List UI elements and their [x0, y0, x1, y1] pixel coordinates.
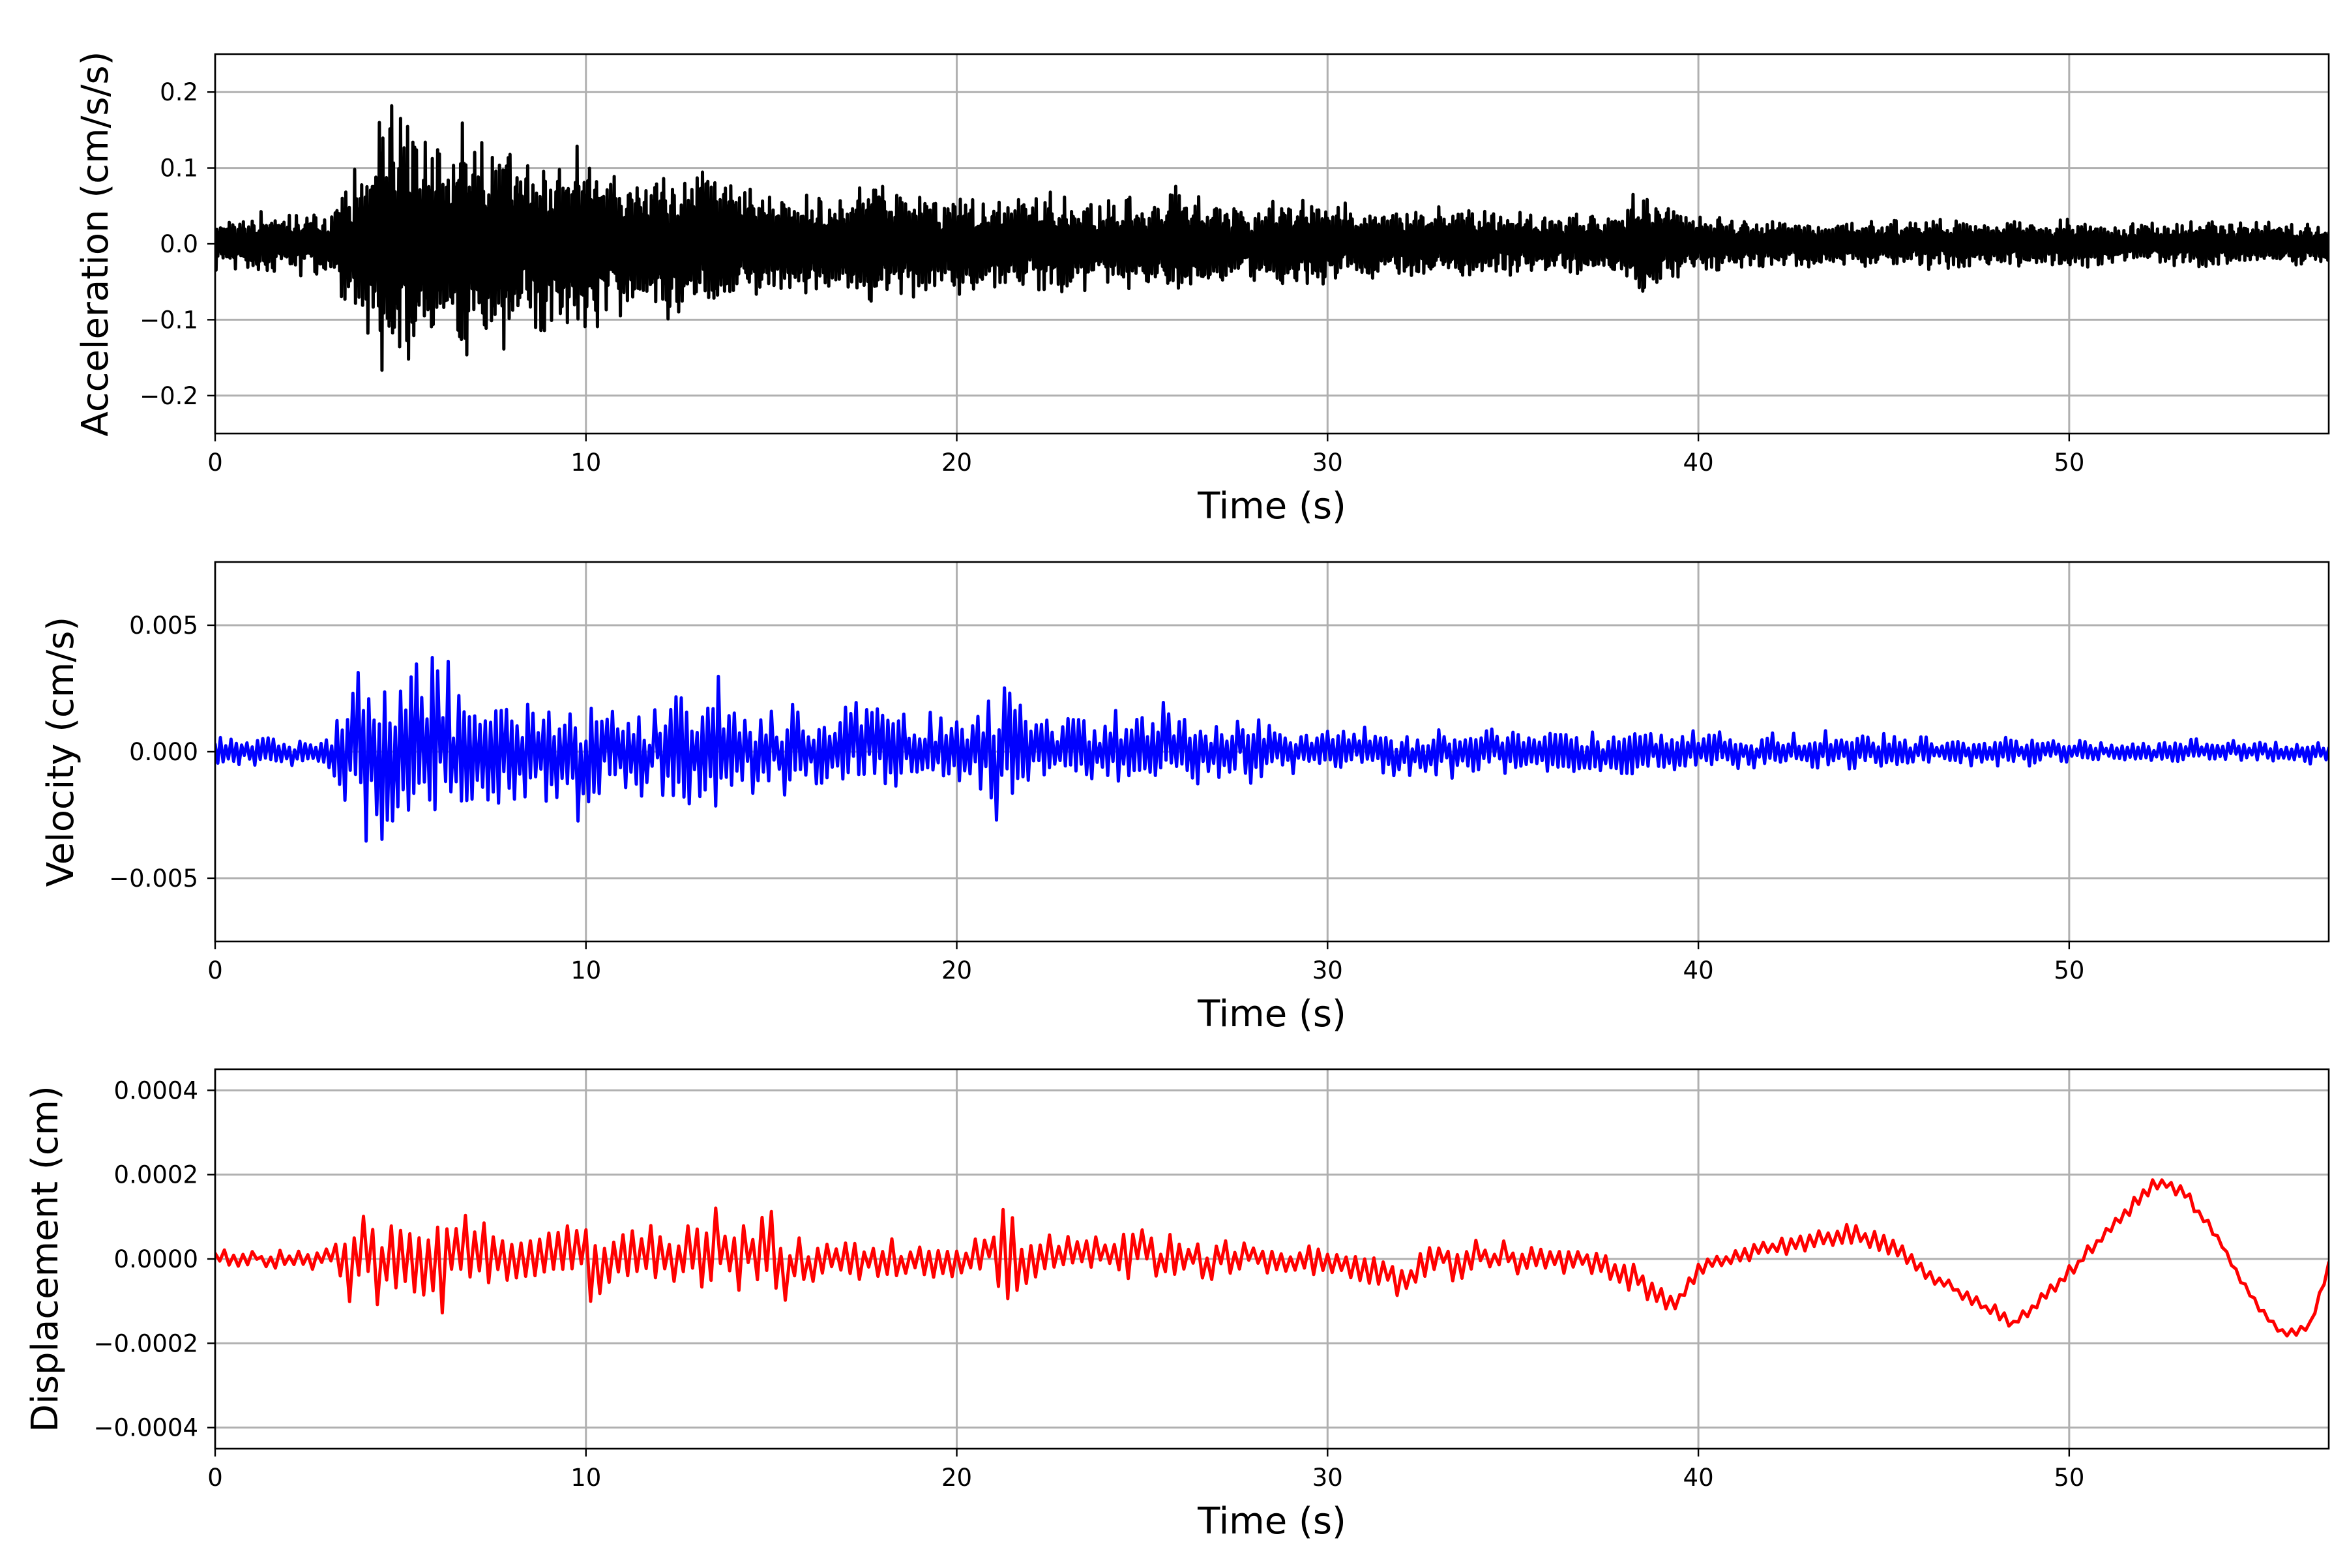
acceleration-x-tick-label: 10	[570, 449, 601, 477]
displacement-grid	[214, 1069, 2329, 1449]
acceleration-x-tick-label: 0	[207, 449, 223, 477]
acceleration-y-tick-label: 0.1	[160, 155, 198, 183]
velocity-y-tick-label: 0.005	[129, 612, 198, 640]
acceleration-x-tick-label: 40	[1683, 449, 1714, 477]
velocity-x-tick-label: 20	[941, 956, 972, 984]
displacement-x-tick-label: 30	[1312, 1464, 1343, 1492]
displacement-y-tick-label: 0.0002	[114, 1161, 198, 1189]
velocity-trace	[215, 656, 2329, 843]
displacement-x-axis-title: Time (s)	[1197, 1500, 1346, 1543]
displacement-trace	[215, 1178, 2329, 1338]
displacement-x-tick-label: 10	[570, 1464, 601, 1492]
displacement-x-tick-label: 40	[1683, 1464, 1714, 1492]
velocity-x-axis-title: Time (s)	[1197, 993, 1346, 1035]
displacement-x-tick-label: 50	[2054, 1464, 2084, 1492]
velocity-y-tick-label: 0.000	[129, 738, 198, 766]
velocity-x-tick-label: 10	[570, 956, 601, 984]
acceleration-y-tick-label: 0.0	[160, 230, 198, 258]
velocity-x-tick-label: 50	[2054, 956, 2084, 984]
displacement-y-tick-label: −0.0002	[94, 1329, 198, 1357]
displacement-x-tick-label: 0	[207, 1464, 223, 1492]
acceleration-y-tick-label: −0.2	[140, 382, 198, 410]
displacement-y-axis-title: Displacement (cm)	[24, 1086, 66, 1432]
velocity-x-tick-label: 30	[1312, 956, 1343, 984]
displacement-y-tick-label: 0.0004	[114, 1076, 198, 1104]
acceleration-x-tick-label: 20	[941, 449, 972, 477]
velocity-y-axis-title: Velocity (cm/s)	[40, 617, 82, 887]
velocity-panel: 0 10 20 30 40 50 −0.005 0.000 0.005 Time (s) Veloc…	[40, 561, 2330, 1035]
acceleration-y-tick-label: −0.1	[140, 306, 198, 334]
velocity-x-tick-label: 0	[207, 956, 223, 984]
velocity-x-tick-label: 40	[1683, 956, 1714, 984]
displacement-y-tick-label: −0.0004	[94, 1414, 198, 1442]
acceleration-trace	[215, 104, 2329, 372]
displacement-panel: 0 10 20 30 40 50 −0.0004 −0.0002 0.0000 0.0002 0.0…	[24, 1068, 2330, 1543]
acceleration-x-tick-label: 50	[2054, 449, 2084, 477]
acceleration-y-axis-title: Acceleration (cm/s/s)	[74, 52, 117, 437]
displacement-y-tick-label: 0.0000	[114, 1245, 198, 1273]
displacement-x-tick-label: 20	[941, 1464, 972, 1492]
acceleration-x-tick-label: 30	[1312, 449, 1343, 477]
acceleration-x-axis-title: Time (s)	[1197, 485, 1346, 527]
acceleration-panel: 0 10 20 30 40 50 −0.2 −0.1 0.0 0.1 0.2 Time (s) Acce…	[74, 52, 2330, 527]
acceleration-y-tick-label: 0.2	[160, 78, 198, 106]
velocity-y-tick-label: −0.005	[109, 865, 198, 893]
